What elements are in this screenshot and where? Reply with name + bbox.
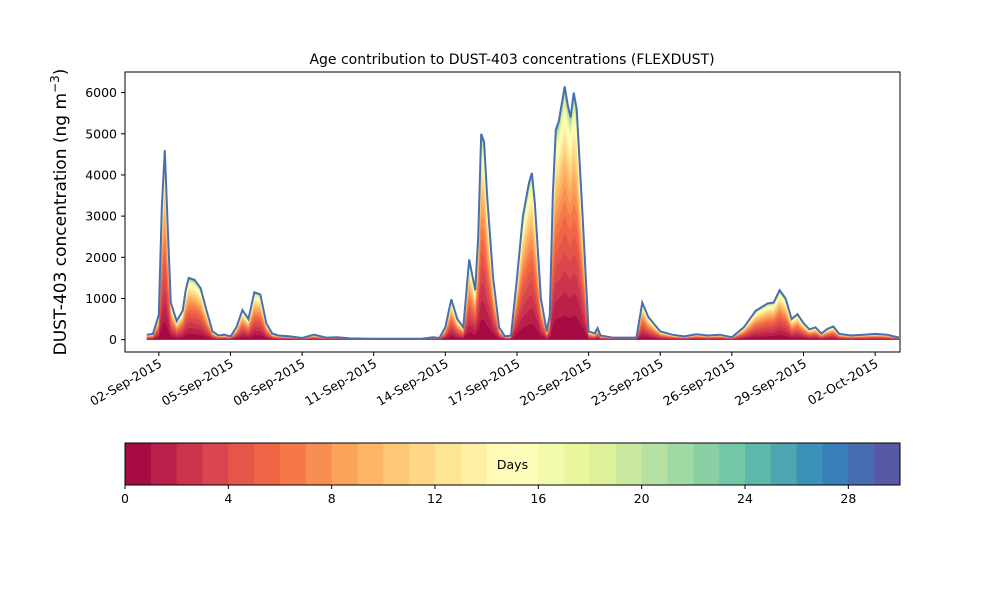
y-tick-label: 6000 <box>85 85 117 100</box>
colorbar-bin <box>693 443 720 485</box>
plot-frame <box>124 71 901 353</box>
colorbar-tick-label: 16 <box>530 491 546 506</box>
colorbar-frame <box>124 442 901 486</box>
x-tick-label: 29-Sep-2015 <box>732 356 809 409</box>
x-tick-label: 05-Sep-2015 <box>159 356 236 409</box>
x-tick-label: 08-Sep-2015 <box>231 356 308 409</box>
colorbar: Days 0 4 8 12 16 20 24 28 <box>121 442 901 506</box>
colorbar-bin <box>435 443 462 485</box>
y-tick-label: 3000 <box>85 209 117 224</box>
x-tick-label: 02-Oct-2015 <box>805 356 881 408</box>
colorbar-bin <box>280 443 307 485</box>
colorbar-bin <box>641 443 668 485</box>
colorbar-tick-label: 12 <box>427 491 443 506</box>
colorbar-bin <box>228 443 255 485</box>
colorbar-bin <box>176 443 203 485</box>
y-axis-label-close: ) <box>51 69 71 76</box>
colorbar-bin <box>331 443 358 485</box>
colorbar-bin <box>409 443 436 485</box>
x-tick-label: 20-Sep-2015 <box>517 356 594 409</box>
colorbar-tick-label: 20 <box>634 491 650 506</box>
y-tick-label: 2000 <box>85 250 117 265</box>
x-tick-label: 26-Sep-2015 <box>660 356 737 409</box>
colorbar-bin <box>460 443 488 485</box>
y-tick-label: 4000 <box>85 167 117 182</box>
colorbar-tick-label: 4 <box>224 491 232 506</box>
x-tick-label: 23-Sep-2015 <box>589 356 666 409</box>
colorbar-bin <box>848 443 875 485</box>
colorbar-bin <box>150 443 178 485</box>
x-tick-label: 14-Sep-2015 <box>374 356 451 409</box>
colorbar-bin <box>667 443 694 485</box>
colorbar-bin <box>796 443 823 485</box>
colorbar-bin <box>383 443 410 485</box>
x-tick-label: 02-Sep-2015 <box>87 356 164 409</box>
colorbar-bin <box>615 443 643 485</box>
colorbar-bin <box>305 443 333 485</box>
y-axis-label-main: DUST-403 concentration (ng m <box>51 93 71 355</box>
y-tick-label: 5000 <box>85 126 117 141</box>
colorbar-bin <box>719 443 746 485</box>
colorbar-bin <box>512 443 539 485</box>
colorbar-bin <box>486 443 513 485</box>
colorbar-bin <box>202 443 229 485</box>
colorbar-bin <box>357 443 384 485</box>
colorbar-bin <box>125 443 152 485</box>
y-axis-label: DUST-403 concentration (ng m−3) <box>48 69 71 356</box>
y-tick-label: 0 <box>109 332 117 347</box>
colorbar-bin <box>822 443 849 485</box>
colorbar-bin <box>254 443 281 485</box>
age-layer-0-days <box>146 315 899 340</box>
colorbar-label: Days <box>497 457 528 472</box>
y-axis-label-superscript: −3 <box>48 75 62 93</box>
colorbar-bin <box>590 443 617 485</box>
colorbar-tick-label: 0 <box>121 491 129 506</box>
x-tick-label: 17-Sep-2015 <box>445 356 522 409</box>
colorbar-bin <box>770 443 798 485</box>
colorbar-bin <box>745 443 772 485</box>
chart-title: Age contribution to DUST-403 concentrati… <box>309 52 714 68</box>
age-stacked-area <box>146 86 899 340</box>
y-axis: 0 1000 2000 3000 4000 5000 6000 <box>85 85 125 347</box>
colorbar-tick-label: 8 <box>328 491 336 506</box>
colorbar-bin <box>538 443 565 485</box>
y-tick-label: 1000 <box>85 291 117 306</box>
colorbar-tick-label: 24 <box>737 491 753 506</box>
total-concentration-line <box>146 86 900 340</box>
colorbar-bin <box>874 443 901 485</box>
x-tick-label: 11-Sep-2015 <box>302 356 379 409</box>
colorbar-tick-label: 28 <box>840 491 856 506</box>
colorbar-bin <box>564 443 591 485</box>
x-axis: 02-Sep-201505-Sep-201508-Sep-201511-Sep-… <box>87 352 881 409</box>
